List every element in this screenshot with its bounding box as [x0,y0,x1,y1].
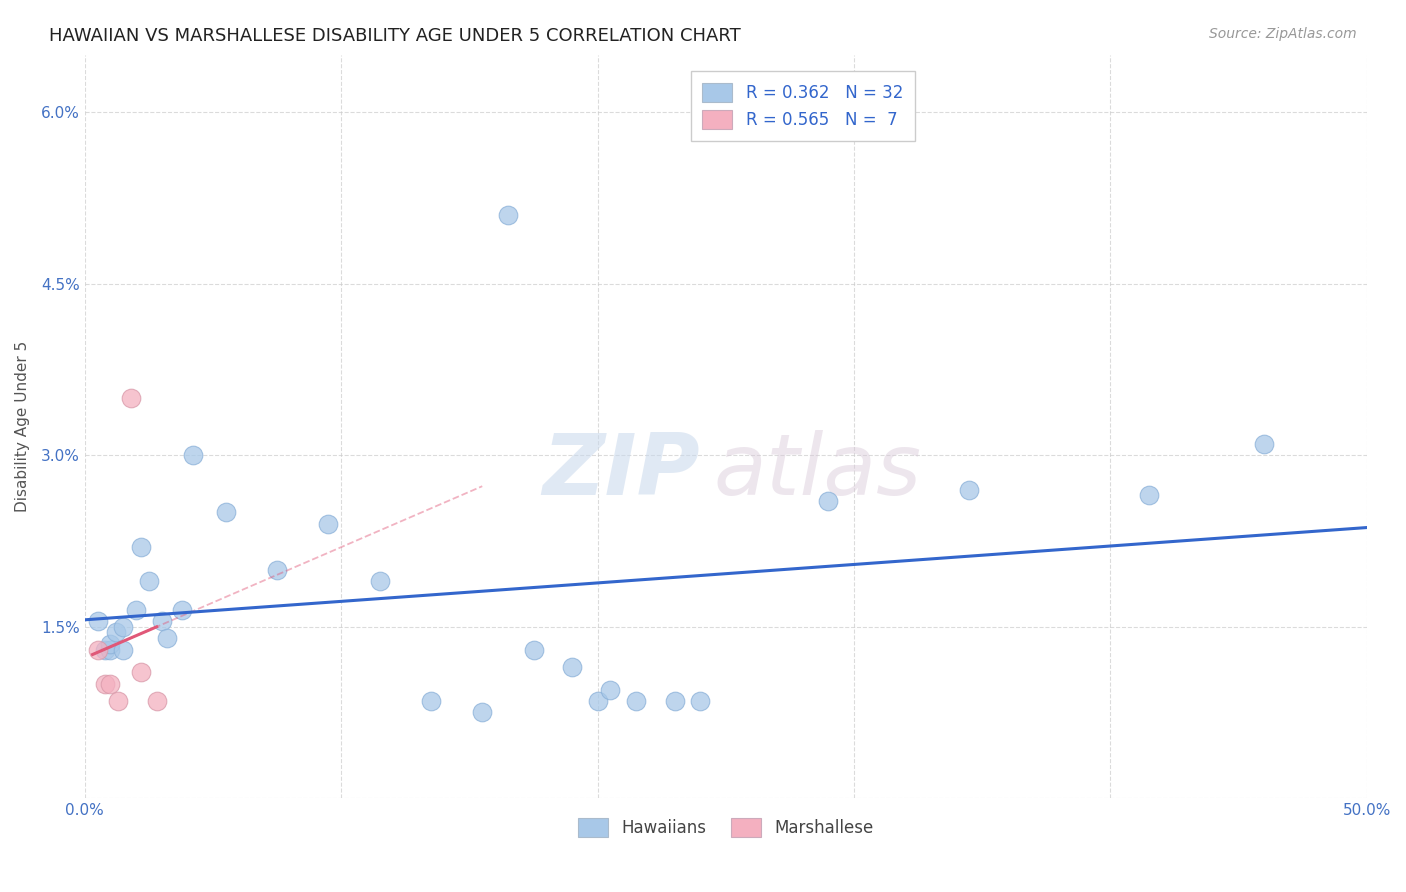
Text: ZIP: ZIP [543,430,700,513]
Point [496,208,519,222]
Text: atlas: atlas [713,430,921,513]
Point [86,642,108,657]
Point [586,694,609,708]
Point [368,574,391,588]
Point [215,505,238,519]
Point [624,694,647,708]
Text: Source: ZipAtlas.com: Source: ZipAtlas.com [1209,27,1357,41]
Point [86,614,108,628]
Point [112,620,135,634]
Point [561,659,583,673]
Point [664,694,686,708]
Point [181,448,204,462]
Point [318,516,340,531]
Point [138,574,160,588]
Point [125,602,148,616]
Point [145,694,167,708]
Point [957,483,980,497]
Point [94,677,117,691]
Point [471,706,494,720]
Point [522,642,544,657]
Point [150,614,173,628]
Point [100,677,122,691]
Legend: Hawaiians, Marshallese: Hawaiians, Marshallese [569,810,882,846]
Point [172,602,194,616]
Point [100,642,122,657]
Y-axis label: Disability Age Under 5: Disability Age Under 5 [15,341,30,512]
Point [112,642,135,657]
Point [817,494,839,508]
Point [100,637,122,651]
Point [104,625,127,640]
Point [129,540,152,554]
Point [420,694,443,708]
Point [94,642,117,657]
Point [266,562,288,576]
Point [107,694,129,708]
Point [599,682,621,697]
Point [689,694,711,708]
Point [120,391,142,405]
Text: HAWAIIAN VS MARSHALLESE DISABILITY AGE UNDER 5 CORRELATION CHART: HAWAIIAN VS MARSHALLESE DISABILITY AGE U… [49,27,741,45]
Point [129,665,152,680]
Point [1253,437,1275,451]
Point [156,631,179,645]
Point [1137,488,1160,502]
